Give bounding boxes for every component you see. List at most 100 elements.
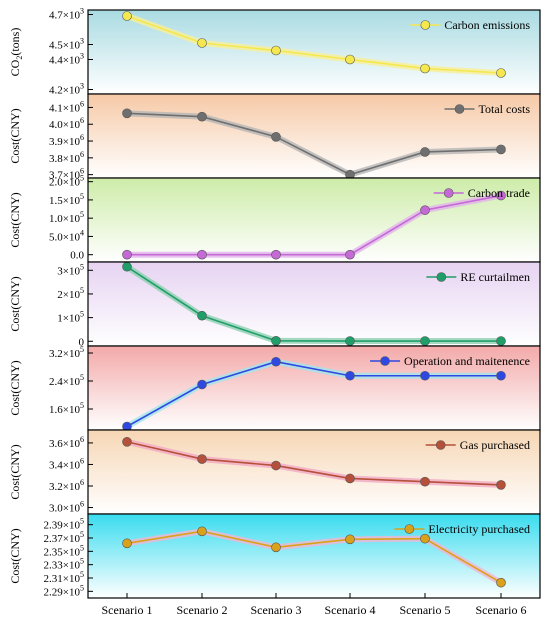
y-tick-label: 1.0×105 — [49, 210, 84, 225]
data-point — [420, 63, 430, 74]
data-point — [122, 11, 132, 21]
data-point — [197, 526, 207, 537]
x-tick-label: Scenario 5 — [400, 603, 451, 617]
data-point — [420, 533, 430, 544]
series-line — [126, 360, 501, 428]
data-point — [496, 577, 506, 588]
y-tick-label: 2.33×105 — [44, 557, 84, 572]
y-tick-label: 2.35×105 — [44, 543, 84, 558]
data-point — [197, 454, 207, 464]
legend-entry: Gas purchased — [425, 438, 530, 452]
legend-swatch-marker — [420, 20, 431, 30]
y-tick-label: 2.39×105 — [44, 517, 84, 532]
y-tick-label: 3.4×106 — [49, 456, 84, 471]
x-tick-label: Scenario 4 — [325, 603, 376, 617]
data-point — [420, 476, 430, 487]
data-point — [271, 356, 281, 367]
y-tick-label: 3.9×106 — [49, 133, 84, 148]
x-tick-label: Scenario 2 — [177, 603, 228, 617]
data-point — [496, 144, 506, 155]
data-point — [271, 249, 281, 260]
data-point — [496, 336, 506, 346]
y-axis-label: Cost(CNY) — [8, 192, 22, 247]
data-point — [420, 370, 430, 381]
data-point — [345, 54, 355, 65]
y-tick-label: 3.7×106 — [49, 167, 84, 182]
y-tick-label: 2×105 — [57, 286, 84, 301]
panel-background — [88, 10, 540, 94]
data-point — [197, 310, 207, 321]
y-tick-label: 1.6×105 — [49, 401, 84, 416]
y-axis-label: Cost(CNY) — [8, 360, 22, 415]
data-point — [496, 480, 506, 490]
y-tick-label: 3.2×106 — [49, 478, 84, 493]
legend-swatch-marker — [436, 272, 447, 282]
data-point — [197, 249, 207, 260]
data-point — [420, 336, 430, 346]
y-tick-label: 0 — [79, 336, 85, 348]
data-point — [122, 249, 132, 260]
data-point — [496, 68, 506, 78]
y-tick-label: 2.29×105 — [44, 583, 84, 598]
data-point — [420, 147, 430, 157]
legend-entry: Carbon trade — [433, 186, 530, 200]
panel-3: 0.0 5.0×104 1.0×105 1.5×105 2.0×105 Cost(CNY)… — [8, 174, 541, 263]
panel-background — [88, 514, 540, 598]
y-tick-label: 5.0×104 — [49, 228, 84, 243]
y-axis-label: Cost(CNY) — [8, 528, 22, 583]
y-tick-label: 3×105 — [57, 262, 84, 277]
data-point — [197, 38, 207, 48]
data-point — [271, 45, 281, 56]
data-point — [122, 437, 132, 447]
legend-entry: RE curtailmen — [426, 270, 530, 284]
y-tick-label: 3.2×105 — [49, 345, 84, 360]
y-tick-label: 4.2×103 — [49, 82, 84, 97]
series-line — [126, 15, 502, 74]
legend-swatch-marker — [435, 440, 446, 450]
legend-label: Carbon trade — [468, 186, 530, 200]
y-tick-label: 4.5×103 — [49, 37, 84, 52]
legend-label: Electricity purchased — [428, 522, 530, 536]
data-point — [122, 108, 132, 119]
y-tick-label: 0.0 — [70, 250, 84, 262]
x-tick-label: Scenario 6 — [476, 603, 527, 617]
data-point — [420, 205, 430, 215]
y-tick-label: 2.37×105 — [44, 530, 84, 545]
panel-background — [88, 346, 540, 430]
panel-6: 3.0×106 3.2×106 3.4×106 3.6×106 Cost(CNY) Gas… — [8, 429, 541, 515]
x-axis: Scenario 1 Scenario 2 Scenario 3 Scenario 4… — [102, 593, 527, 617]
series-line — [126, 266, 501, 342]
data-point — [271, 335, 281, 346]
panel-7: 2.29×1052.31×1052.33×1052.35×1052.37×105… — [8, 513, 541, 599]
legend-label: Carbon emissions — [444, 18, 530, 32]
legend-swatch-marker — [454, 104, 465, 114]
y-axis-label: Cost(CNY) — [8, 108, 22, 163]
data-point — [271, 542, 281, 553]
data-point — [496, 190, 506, 201]
panel-background — [88, 262, 540, 346]
legend-entry: Operation and maitenence — [370, 354, 530, 368]
data-point — [122, 538, 132, 549]
legend-label: Operation and maitenence — [404, 354, 530, 368]
data-point — [122, 261, 132, 272]
y-tick-label: 2.4×105 — [49, 373, 84, 388]
y-tick-label: 3.8×106 — [49, 150, 84, 165]
y-axis-label: CO2(tons) — [8, 28, 24, 77]
data-point — [197, 111, 207, 122]
y-tick-label: 1×105 — [57, 310, 84, 325]
legend-entry: Carbon emissions — [410, 18, 530, 32]
series-line — [126, 441, 502, 486]
y-tick-label: 3.6×106 — [49, 435, 84, 450]
y-tick-label: 2.31×105 — [44, 570, 84, 585]
data-point — [345, 473, 355, 484]
y-tick-label: 4.1×106 — [49, 99, 84, 114]
legend-swatch-marker — [380, 356, 390, 366]
legend-label: RE curtailmen — [460, 270, 530, 284]
legend-label: Total costs — [479, 102, 531, 116]
legend-entry: Electricity purchased — [394, 522, 530, 536]
data-point — [496, 370, 506, 381]
y-axis-label: Cost(CNY) — [8, 444, 22, 499]
y-tick-label: 4.7×103 — [49, 7, 84, 22]
